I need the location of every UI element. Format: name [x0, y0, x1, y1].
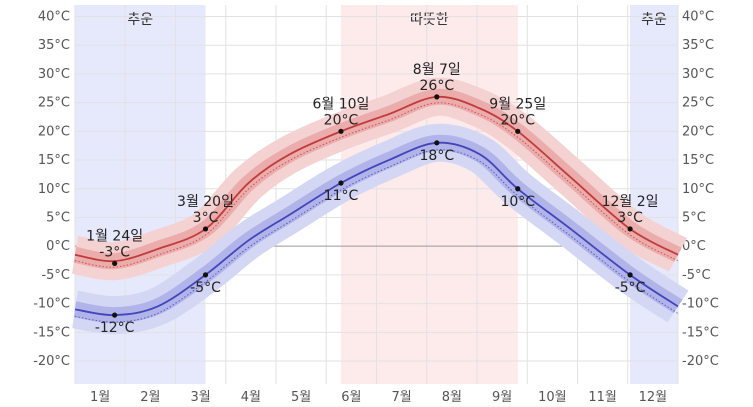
annotation-point — [112, 260, 118, 267]
y-tick-label-right: 25°C — [682, 96, 714, 111]
month-label: 11월 — [588, 390, 617, 405]
y-tick-label-right: 15°C — [682, 153, 714, 168]
month-label: 9월 — [492, 390, 512, 405]
annotation-point — [338, 180, 344, 186]
y-tick-label-left: 0°C — [46, 239, 70, 254]
annotation-temp-label: 26°C — [420, 78, 455, 94]
annotation-point — [515, 186, 521, 192]
y-tick-label-left: 10°C — [38, 182, 70, 197]
annotation-temp-label: -5°C — [190, 280, 221, 296]
annotation-point — [627, 226, 633, 232]
annotation-temp-label: -5°C — [615, 280, 646, 296]
y-tick-label-right: -20°C — [682, 354, 719, 369]
season-band-1 — [340, 5, 518, 384]
annotation-point — [338, 128, 344, 134]
season-label-1: 따뜻한 — [410, 12, 449, 28]
month-label: 2월 — [140, 390, 160, 405]
y-tick-label-right: 20°C — [682, 124, 714, 139]
annotation-point — [202, 272, 209, 278]
season-label-2: 추운 — [641, 12, 667, 28]
high-dotted-line — [74, 102, 679, 268]
month-label: 3월 — [191, 390, 211, 405]
annotation-date-label: 9월 25일 — [489, 96, 546, 112]
annotation-point — [434, 94, 440, 100]
annotation-temp-label: 3°C — [193, 210, 219, 226]
annotation-point — [112, 312, 118, 318]
y-tick-label-left: 5°C — [46, 210, 70, 225]
y-tick-label-left: 15°C — [38, 153, 70, 168]
y-tick-label-left: -15°C — [33, 325, 70, 340]
month-label: 4월 — [241, 390, 261, 405]
y-tick-label-left: -10°C — [33, 297, 70, 312]
y-tick-label-left: 30°C — [38, 67, 70, 82]
month-label: 12월 — [639, 390, 668, 405]
y-tick-label-right: -5°C — [682, 268, 711, 283]
month-label: 7월 — [392, 390, 412, 405]
y-tick-label-left: 25°C — [38, 96, 70, 111]
annotation-date-label: 1월 24일 — [86, 228, 143, 244]
annotation-temp-label: -3°C — [99, 244, 130, 260]
y-tick-label-right: 10°C — [682, 182, 714, 197]
annotation-point — [434, 140, 440, 146]
annotation-temp-label: 10°C — [500, 194, 535, 210]
month-label: 5월 — [291, 390, 311, 405]
y-tick-label-right: 5°C — [682, 210, 706, 225]
annotation-temp-label: 11°C — [324, 188, 359, 204]
high-series-line — [74, 95, 679, 263]
y-tick-label-left: 35°C — [38, 38, 70, 53]
annotation-point — [627, 272, 633, 278]
annotation-temp-label: 20°C — [324, 112, 359, 128]
annotation-temp-label: 20°C — [500, 112, 535, 128]
month-label: 8월 — [442, 390, 462, 405]
annotation-point — [202, 226, 209, 232]
annotation-date-label: 12월 2일 — [602, 194, 659, 210]
season-label-0: 추운 — [127, 12, 153, 28]
month-label: 6월 — [341, 390, 361, 405]
annotation-temp-label: 3°C — [617, 210, 643, 226]
y-tick-label-left: -5°C — [41, 268, 70, 283]
y-tick-label-right: 40°C — [682, 9, 714, 24]
y-tick-label-right: 30°C — [682, 67, 714, 82]
annotation-temp-label: -12°C — [95, 320, 135, 336]
y-tick-label-left: 40°C — [38, 9, 70, 24]
y-tick-label-right: -15°C — [682, 325, 719, 340]
month-label: 1월 — [90, 390, 110, 405]
month-label: 10월 — [538, 390, 567, 405]
annotation-point — [515, 128, 521, 134]
y-tick-label-left: 20°C — [38, 124, 70, 139]
annotation-date-label: 3월 20일 — [177, 194, 234, 210]
y-tick-label-right: 0°C — [682, 239, 706, 254]
annotation-date-label: 8월 7일 — [413, 62, 461, 78]
low-series-line — [74, 141, 679, 316]
annotation-date-label: 6월 10일 — [313, 96, 370, 112]
y-tick-label-right: 35°C — [682, 38, 714, 53]
y-tick-label-left: -20°C — [33, 354, 70, 369]
annotation-temp-label: 18°C — [420, 148, 455, 164]
y-tick-label-right: -10°C — [682, 297, 719, 312]
season-band-2 — [630, 5, 678, 384]
